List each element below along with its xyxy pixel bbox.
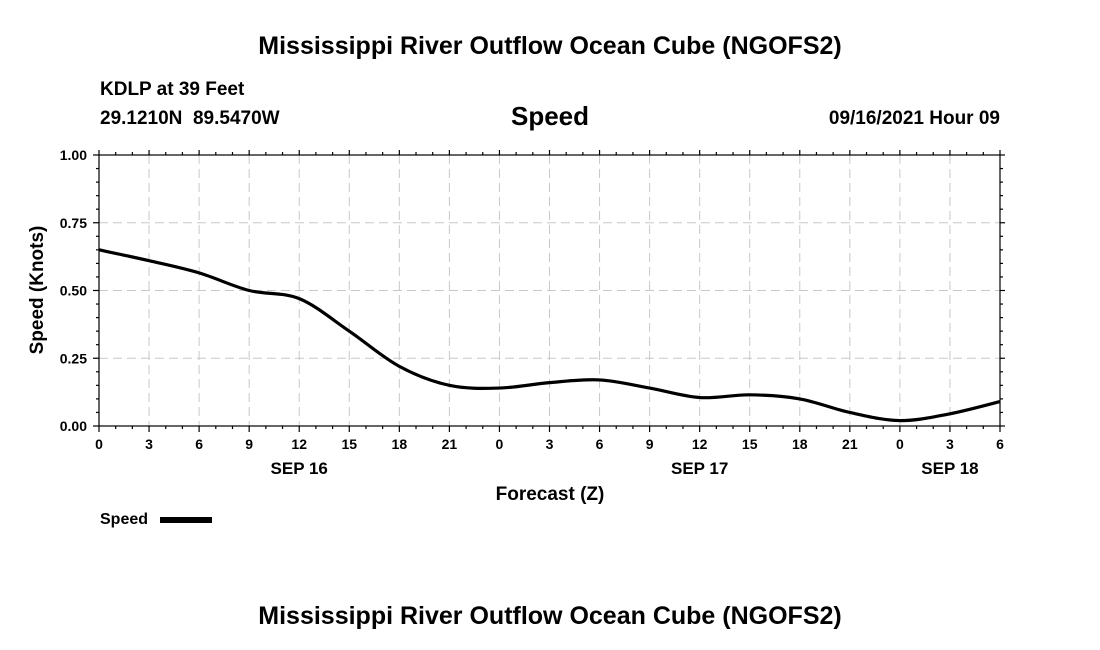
x-tick-label: 15 <box>742 436 758 452</box>
date-labels: SEP 16 SEP 17 SEP 18 <box>271 459 979 478</box>
date-label: SEP 18 <box>921 459 978 478</box>
x-tick-label: 12 <box>291 436 307 452</box>
x-tick-label: 6 <box>996 436 1004 452</box>
x-axis-label: Forecast (Z) <box>496 484 605 505</box>
x-tick-label: 21 <box>842 436 858 452</box>
y-tick-labels: 0.00 0.25 0.50 0.75 1.00 <box>60 147 87 434</box>
x-tick-labels: 0 3 6 9 12 15 18 21 0 3 6 9 12 15 18 21 0 3 6 <box>95 436 1004 452</box>
x-tick-label: 0 <box>896 436 904 452</box>
y-tick-label: 1.00 <box>60 147 87 163</box>
y-tick-label: 0.00 <box>60 418 87 434</box>
x-tick-label: 3 <box>946 436 954 452</box>
x-tick-label: 18 <box>792 436 808 452</box>
x-tick-label: 9 <box>245 436 253 452</box>
date-label: SEP 16 <box>271 459 328 478</box>
x-tick-label: 21 <box>442 436 458 452</box>
y-axis-label: Speed (Knots) <box>27 226 48 355</box>
x-tick-label: 15 <box>341 436 357 452</box>
x-tick-label: 0 <box>95 436 103 452</box>
date-label: SEP 17 <box>671 459 728 478</box>
plot-frame <box>98 154 1001 427</box>
x-tick-label: 6 <box>195 436 203 452</box>
footer-title: Mississippi River Outflow Ocean Cube (NG… <box>258 602 841 630</box>
y-tick-label: 0.75 <box>60 215 87 231</box>
x-tick-label: 0 <box>496 436 504 452</box>
series-layer <box>98 248 1001 423</box>
station-label: KDLP at 39 Feet <box>100 79 245 100</box>
y-tick-label: 0.25 <box>60 350 87 366</box>
chart-subtitle: Speed <box>511 101 589 131</box>
y-tick-label: 0.50 <box>60 283 87 299</box>
x-tick-label: 3 <box>145 436 153 452</box>
x-tick-label: 9 <box>646 436 654 452</box>
legend: Speed <box>100 511 212 528</box>
x-tick-label: 18 <box>392 436 408 452</box>
grid <box>99 155 1000 426</box>
x-tick-label: 12 <box>692 436 708 452</box>
timestamp-label: 09/16/2021 Hour 09 <box>829 108 1000 129</box>
x-tick-label: 6 <box>596 436 604 452</box>
legend-label-speed: Speed <box>100 511 148 528</box>
location-label: 29.1210N 89.5470W <box>100 108 280 129</box>
x-tick-label: 3 <box>546 436 554 452</box>
chart-title: Mississippi River Outflow Ocean Cube (NG… <box>258 32 841 60</box>
